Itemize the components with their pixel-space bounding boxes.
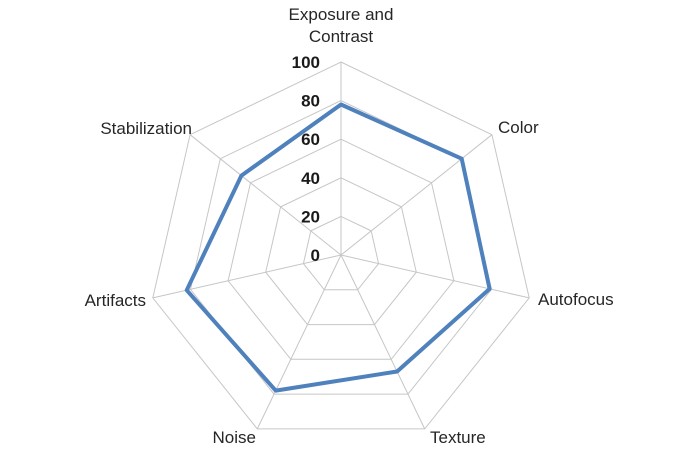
tick-label: 60: [301, 130, 320, 149]
tick-label: 40: [301, 169, 320, 188]
category-label: Stabilization: [100, 119, 192, 138]
category-label: Color: [498, 118, 539, 137]
data-series-line: [184, 102, 492, 393]
grid-ring: [227, 138, 455, 360]
axis-spoke: [189, 134, 342, 256]
grid-ring: [302, 215, 380, 291]
category-label: Artifacts: [85, 291, 146, 310]
category-label: Autofocus: [538, 290, 614, 309]
category-label: Texture: [430, 428, 486, 447]
category-label: Exposure and Contrast: [289, 5, 394, 46]
tick-label: 100: [292, 53, 320, 72]
tick-label: 0: [311, 246, 320, 265]
axis-spoke: [256, 254, 342, 430]
tick-label: 80: [301, 92, 320, 111]
tick-label: 20: [301, 207, 320, 226]
axis-spoke: [340, 254, 426, 430]
axis-spoke: [152, 254, 342, 299]
grid-ring: [265, 177, 417, 326]
category-label: Noise: [213, 428, 256, 447]
axis-spoke: [340, 134, 493, 256]
grid-ring: [152, 61, 530, 430]
axis-spoke: [340, 254, 530, 299]
